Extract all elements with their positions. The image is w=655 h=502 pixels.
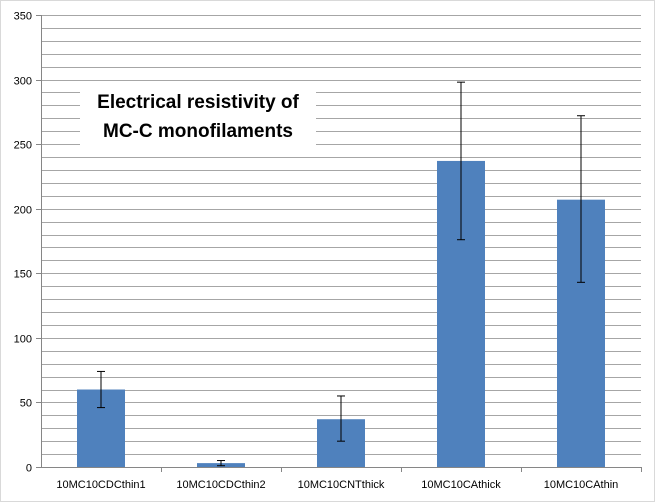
y-tick-label: 200 (14, 205, 32, 217)
x-tick-label: 10MC10CAthin (544, 479, 619, 491)
chart-title-line-1: Electrical resistivity of (97, 92, 299, 113)
error-bar (457, 81, 465, 241)
y-tick-label: 100 (14, 334, 32, 346)
y-tick-label: 250 (14, 140, 32, 152)
error-bar (577, 115, 585, 283)
bars (77, 160, 605, 467)
x-tick-label: 10MC10CAthick (421, 479, 501, 491)
x-tick-label: 10MC10CDCthin1 (56, 479, 145, 491)
error-bar (217, 460, 225, 467)
y-tick-label: 150 (14, 269, 32, 281)
error-bars (97, 81, 585, 467)
chart-title-line-2: MC-C monofilaments (103, 121, 293, 142)
x-tick-label: 10MC10CNTthick (298, 479, 385, 491)
error-bar (97, 370, 105, 409)
error-bar (337, 395, 345, 442)
x-axis-labels: 10MC10CDCthin1 10MC10CDCthin2 10MC10CNTthi… (56, 479, 618, 491)
y-axis-ticks: 0 50 100 150 200 250 300 350 (14, 11, 41, 475)
y-tick-label: 0 (26, 463, 32, 475)
y-tick-label: 50 (20, 398, 32, 410)
y-tick-label: 300 (14, 76, 32, 88)
axes (41, 15, 642, 472)
y-tick-label: 350 (14, 11, 32, 23)
x-tick-label: 10MC10CDCthin2 (176, 479, 265, 491)
chart-title: Electrical resistivity of MC-C monofilam… (80, 86, 316, 148)
